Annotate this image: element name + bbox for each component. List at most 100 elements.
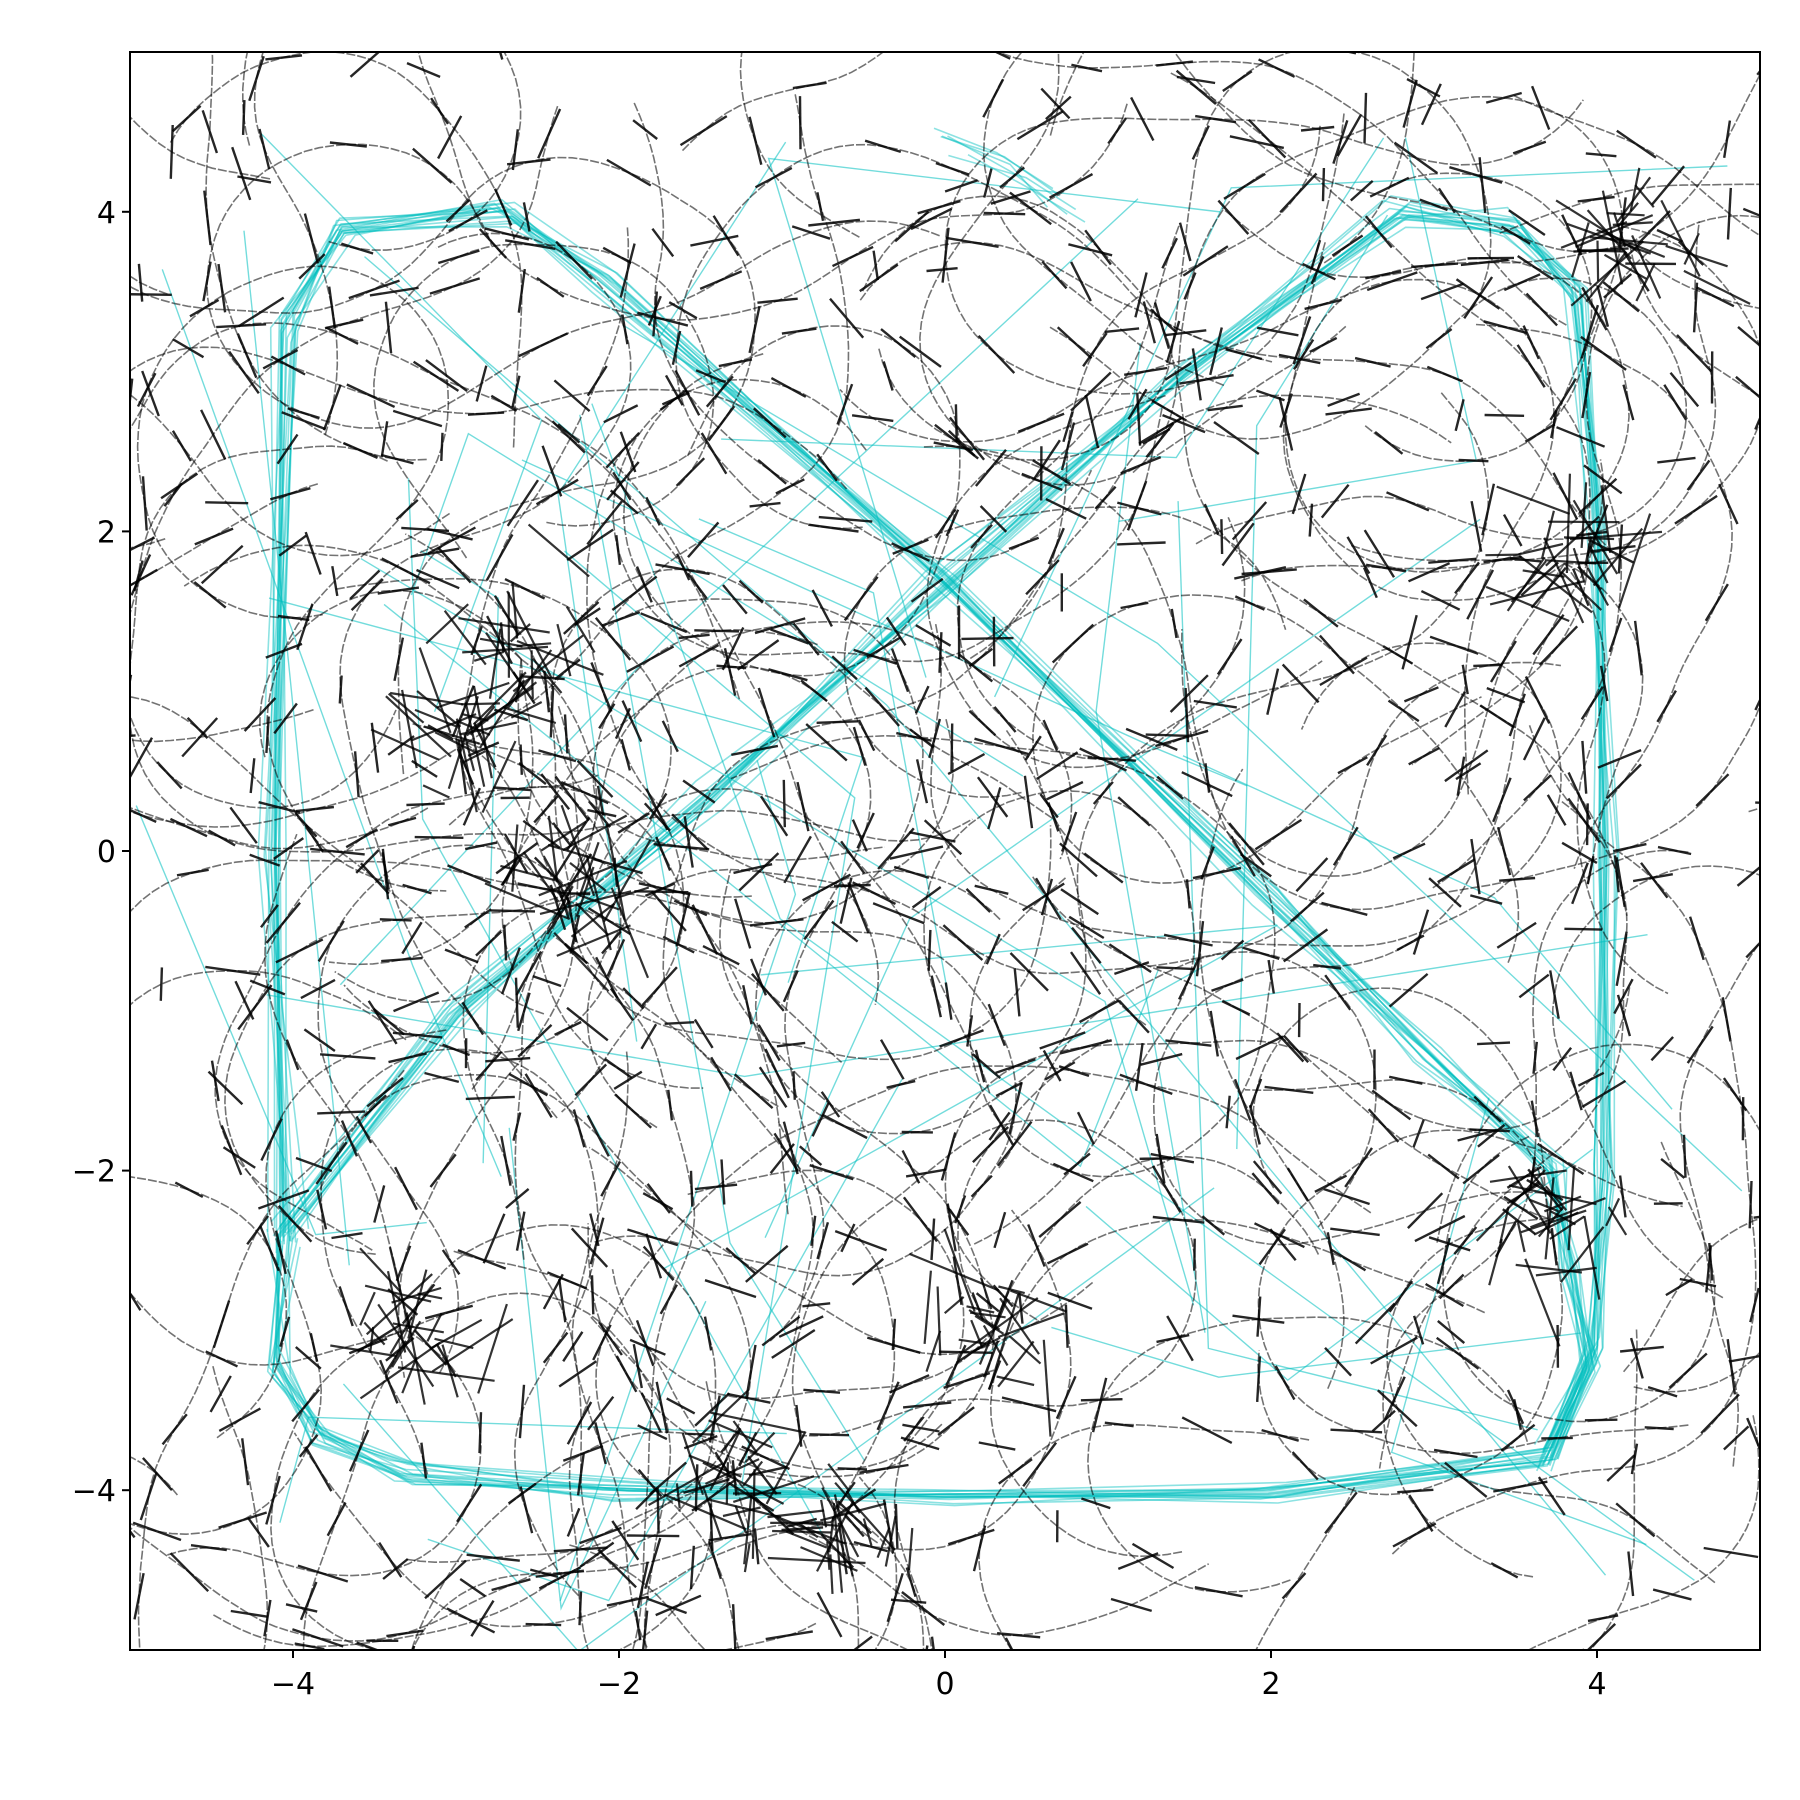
heading-tick: [1323, 1187, 1370, 1206]
heading-tick: [1365, 563, 1407, 573]
heading-tick: [229, 806, 258, 844]
heading-tick: [1613, 978, 1634, 1015]
heading-tick: [190, 21, 231, 41]
heading-tick: [1520, 561, 1559, 597]
hub-tick: [1518, 554, 1593, 614]
hub-tick: [1618, 513, 1652, 609]
black-trajectory-line: [662, 394, 1452, 1108]
heading-tick: [576, 759, 614, 798]
hub-tick: [401, 689, 418, 769]
heading-tick: [448, 209, 488, 233]
heading-tick: [249, 758, 256, 794]
heading-tick: [974, 737, 1029, 756]
hub-tick: [876, 1527, 891, 1559]
heading-tick: [554, 1020, 582, 1036]
heading-tick: [552, 845, 577, 881]
heading-tick: [1428, 1236, 1471, 1252]
heading-tick: [1669, 371, 1700, 408]
heading-tick: [646, 1183, 671, 1214]
heading-tick: [269, 487, 311, 501]
hub-tick: [1585, 251, 1628, 303]
heading-tick: [650, 890, 687, 932]
heading-tick: [1437, 1319, 1466, 1345]
black-trajectory-line: [544, 415, 880, 1005]
heading-tick: [613, 1070, 643, 1090]
heading-tick: [1366, 271, 1418, 292]
heading-tick: [1239, 853, 1272, 878]
heading-tick: [1392, 1522, 1437, 1548]
heading-tick: [594, 1422, 607, 1465]
heading-tick: [1549, 377, 1577, 421]
hub-tick: [614, 886, 650, 900]
heading-tick: [1327, 392, 1361, 408]
heading-tick: [993, 1279, 1014, 1327]
heading-tick: [562, 601, 600, 635]
black-trajectory-line: [343, 738, 622, 1054]
heading-tick: [1577, 565, 1603, 591]
heading-tick: [429, 277, 481, 295]
heading-tick: [300, 978, 336, 1000]
black-trajectory-line: [1323, 52, 1415, 264]
heading-tick: [1304, 298, 1342, 311]
heading-tick: [1209, 1010, 1219, 1057]
heading-tick: [723, 648, 737, 696]
cyan-trajectory-line: [278, 201, 1600, 1460]
heading-tick: [1633, 620, 1643, 676]
heading-tick: [934, 508, 957, 539]
hub-tick: [429, 1318, 483, 1350]
heading-tick: [1686, 1025, 1714, 1064]
heading-tick: [393, 637, 405, 682]
hub-tick: [473, 671, 527, 725]
heading-tick: [1477, 1123, 1506, 1148]
heading-tick: [241, 100, 246, 135]
black-trajectory-line: [471, 665, 872, 1342]
heading-tick: [1402, 79, 1418, 128]
heading-tick: [1569, 1071, 1583, 1111]
heading-tick: [896, 731, 932, 742]
cyan-trajectory-line: [279, 206, 1613, 1452]
heading-tick: [666, 1397, 696, 1415]
heading-tick: [831, 1488, 877, 1520]
heading-tick: [248, 55, 265, 102]
heading-tick: [833, 883, 871, 888]
heading-tick: [299, 1581, 318, 1621]
heading-tick: [1652, 1588, 1692, 1601]
heading-tick: [363, 1094, 387, 1118]
heading-tick: [503, 924, 508, 961]
heading-tick: [1433, 1448, 1478, 1459]
heading-tick: [533, 856, 564, 887]
hub-tick: [1589, 236, 1668, 246]
heading-tick: [970, 523, 993, 549]
heading-tick: [33, 492, 83, 513]
black-trajectory-line: [1628, 243, 1760, 398]
heading-tick: [475, 1050, 503, 1081]
heading-tick: [832, 1481, 856, 1512]
black-trajectory-layer: [33, 0, 1760, 1712]
heading-tick: [1726, 1339, 1737, 1395]
heading-tick: [553, 1546, 608, 1553]
heading-tick: [475, 930, 503, 957]
heading-tick: [298, 1434, 319, 1458]
heading-tick: [491, 1578, 531, 1592]
heading-tick: [296, 603, 314, 651]
heading-tick: [757, 1024, 781, 1062]
heading-tick: [1354, 1302, 1396, 1345]
heading-tick: [377, 586, 420, 595]
heading-tick: [853, 1705, 884, 1712]
heading-tick: [1282, 928, 1329, 963]
heading-tick: [1300, 125, 1335, 132]
heading-tick: [1411, 0, 1423, 25]
heading-tick: [809, 1164, 854, 1181]
heading-tick: [397, 1661, 409, 1692]
heading-tick: [722, 584, 748, 615]
heading-tick: [1282, 1034, 1310, 1064]
heading-tick: [961, 636, 1014, 641]
heading-tick: [1162, 413, 1206, 434]
cyan-straight-segment: [342, 1187, 1215, 1650]
heading-tick: [759, 795, 789, 837]
heading-tick: [1184, 687, 1190, 743]
black-trajectory-line: [1255, 1486, 1356, 1650]
hub-tick: [610, 887, 650, 979]
cyan-trajectory-line: [284, 226, 1620, 1458]
heading-tick: [889, 1374, 930, 1394]
